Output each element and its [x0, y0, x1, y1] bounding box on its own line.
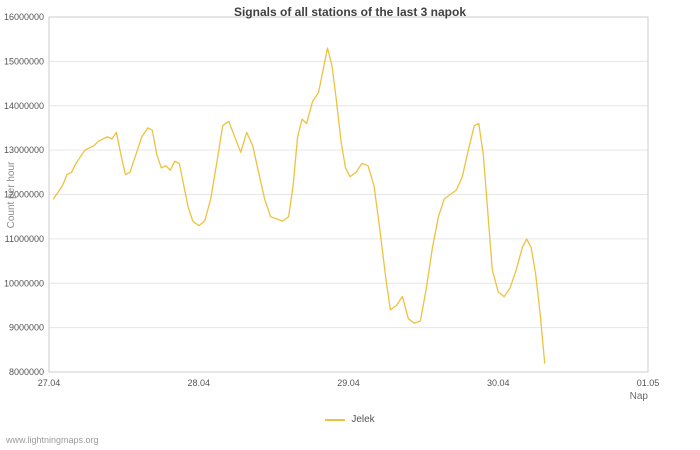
legend: Jelek — [0, 414, 700, 425]
series-line-jelek — [52, 47, 546, 364]
y-axis-title: Count per hour — [6, 161, 17, 229]
y-tick-label: 11000000 — [5, 234, 44, 244]
y-tick-label: 16000000 — [4, 12, 44, 22]
legend-label: Jelek — [351, 414, 375, 425]
x-tick-label: 28.04 — [187, 378, 210, 388]
y-tick-label: 13000000 — [4, 145, 44, 155]
legend-line-swatch — [325, 418, 346, 421]
x-tick-label: 29.04 — [337, 378, 360, 388]
watermark-link[interactable]: www.lightningmaps.org — [6, 435, 99, 445]
y-tick-label: 10000000 — [4, 278, 44, 288]
x-axis-title: Nap — [629, 391, 648, 402]
y-tick-label: 12000000 — [4, 190, 44, 200]
y-tick-label: 14000000 — [4, 101, 44, 111]
x-tick-label: 27.04 — [38, 378, 61, 388]
x-tick-label: 01.05 — [637, 378, 660, 388]
chart-canvas: 8000000 9000000 10000000 11000000 12000000 13… — [4, 12, 660, 388]
chart-title: Signals of all stations of the last 3 na… — [233, 5, 467, 19]
plot-border — [48, 16, 649, 373]
y-tick-label: 8000000 — [9, 367, 44, 377]
x-tick-label: 30.04 — [487, 378, 510, 388]
y-tick-label: 15000000 — [4, 56, 44, 66]
y-tick-label: 9000000 — [9, 323, 44, 333]
